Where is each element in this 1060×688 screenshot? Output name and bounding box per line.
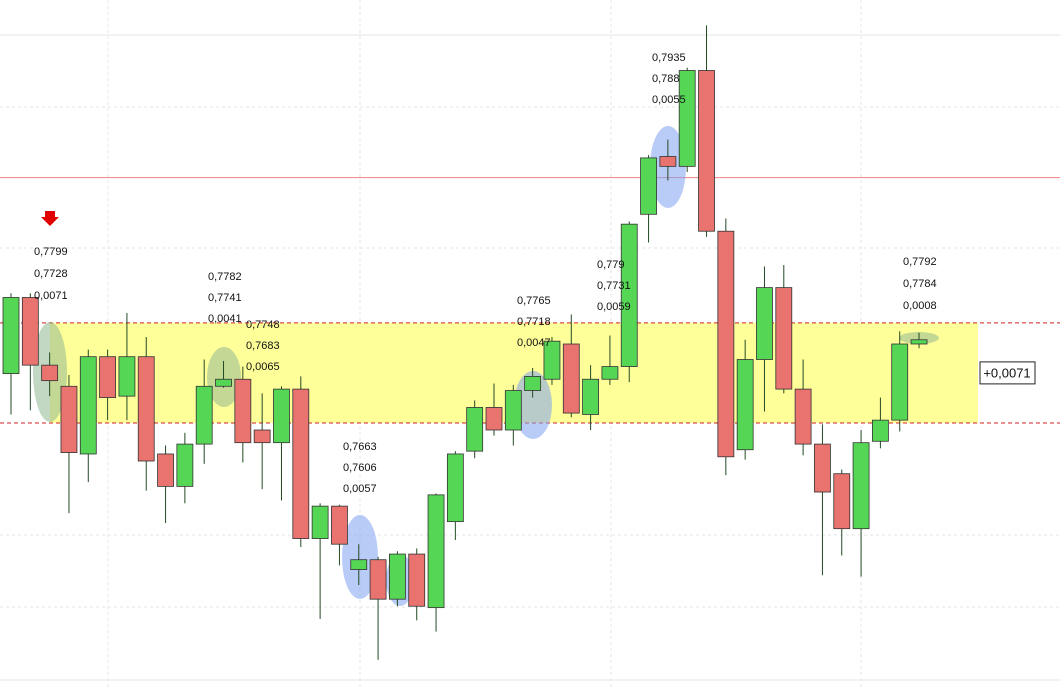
price-annotation: 0,7784 [903,278,937,290]
candle-body [176,443,194,487]
candle-body [157,453,174,487]
candle-body [543,340,561,380]
candle-body [79,356,97,455]
candle-body [408,553,426,607]
candle-body [350,559,368,570]
candle-body [137,356,155,462]
price-annotation: 0,7765 [517,295,551,307]
candle-body [756,287,773,360]
candle-body [2,297,20,375]
price-annotation: 0,7663 [343,441,377,453]
candle-body [582,378,599,415]
candle-body [852,442,870,530]
candle-body [41,364,59,382]
candle-body [369,559,387,600]
candle-body [215,378,232,387]
candle-body [833,473,851,530]
price-annotation: 0,0065 [246,361,280,373]
price-annotation: 0,788 [652,73,680,85]
candle-body [21,297,39,366]
candle-body [99,356,116,398]
band-label-box [979,361,1036,385]
price-annotation: 0,0047 [517,337,551,349]
price-annotation: 0,7731 [597,280,631,292]
candle-body [562,343,580,414]
candle-body [620,223,638,367]
price-annotation: 0,7683 [246,340,280,352]
price-annotation: 0,0071 [34,290,68,302]
price-annotation: 0,7799 [34,246,68,258]
price-annotation: 0,7792 [903,256,937,268]
candle-body [717,230,735,458]
candle-body [698,70,715,232]
price-annotation: 0,7748 [246,319,280,331]
candle-body [485,407,503,431]
candle-body [814,443,831,493]
candle-body [118,356,136,397]
band-label: +0,0071 [983,365,1030,380]
candle-body [234,378,252,444]
price-annotation: 0,0057 [343,483,377,495]
candle-body [195,385,213,445]
candle-body [331,505,348,545]
price-annotation: 0,7718 [517,316,551,328]
candle-body [504,390,522,431]
candle-body [292,388,310,539]
candle-body [640,157,657,215]
candle-body [794,388,812,445]
signal-arrow [41,211,59,226]
candle-body [446,453,464,523]
candle-body [388,553,406,600]
candle-body [678,70,696,167]
candle-body [910,339,928,345]
price-annotation: 0,7782 [208,271,242,283]
candle-body [736,359,754,451]
price-annotation: 0,0059 [597,301,631,313]
candle-body [427,494,445,609]
price-annotation: 0,7728 [34,268,68,280]
price-annotation: 0,0008 [903,300,937,312]
candle-body [466,407,484,452]
candle-body [524,376,542,391]
highlight-ellipse [342,515,378,599]
candle-body [891,343,909,421]
price-annotation: 0,0041 [208,313,242,325]
price-annotation: 0,7935 [652,52,686,64]
candle-body [659,156,677,167]
highlight-ellipse [514,371,552,439]
candle-body [311,505,329,539]
candle-body [253,429,271,444]
price-annotation: 0,7606 [343,462,377,474]
candle-body [775,287,793,390]
price-annotation: 0,0055 [652,94,686,106]
candle-body [60,385,78,453]
candle-body [601,366,619,380]
price-annotation: 0,7741 [208,292,242,304]
candle-body [872,419,889,442]
price-annotation: 0,779 [597,259,625,271]
candle-body [273,388,290,444]
